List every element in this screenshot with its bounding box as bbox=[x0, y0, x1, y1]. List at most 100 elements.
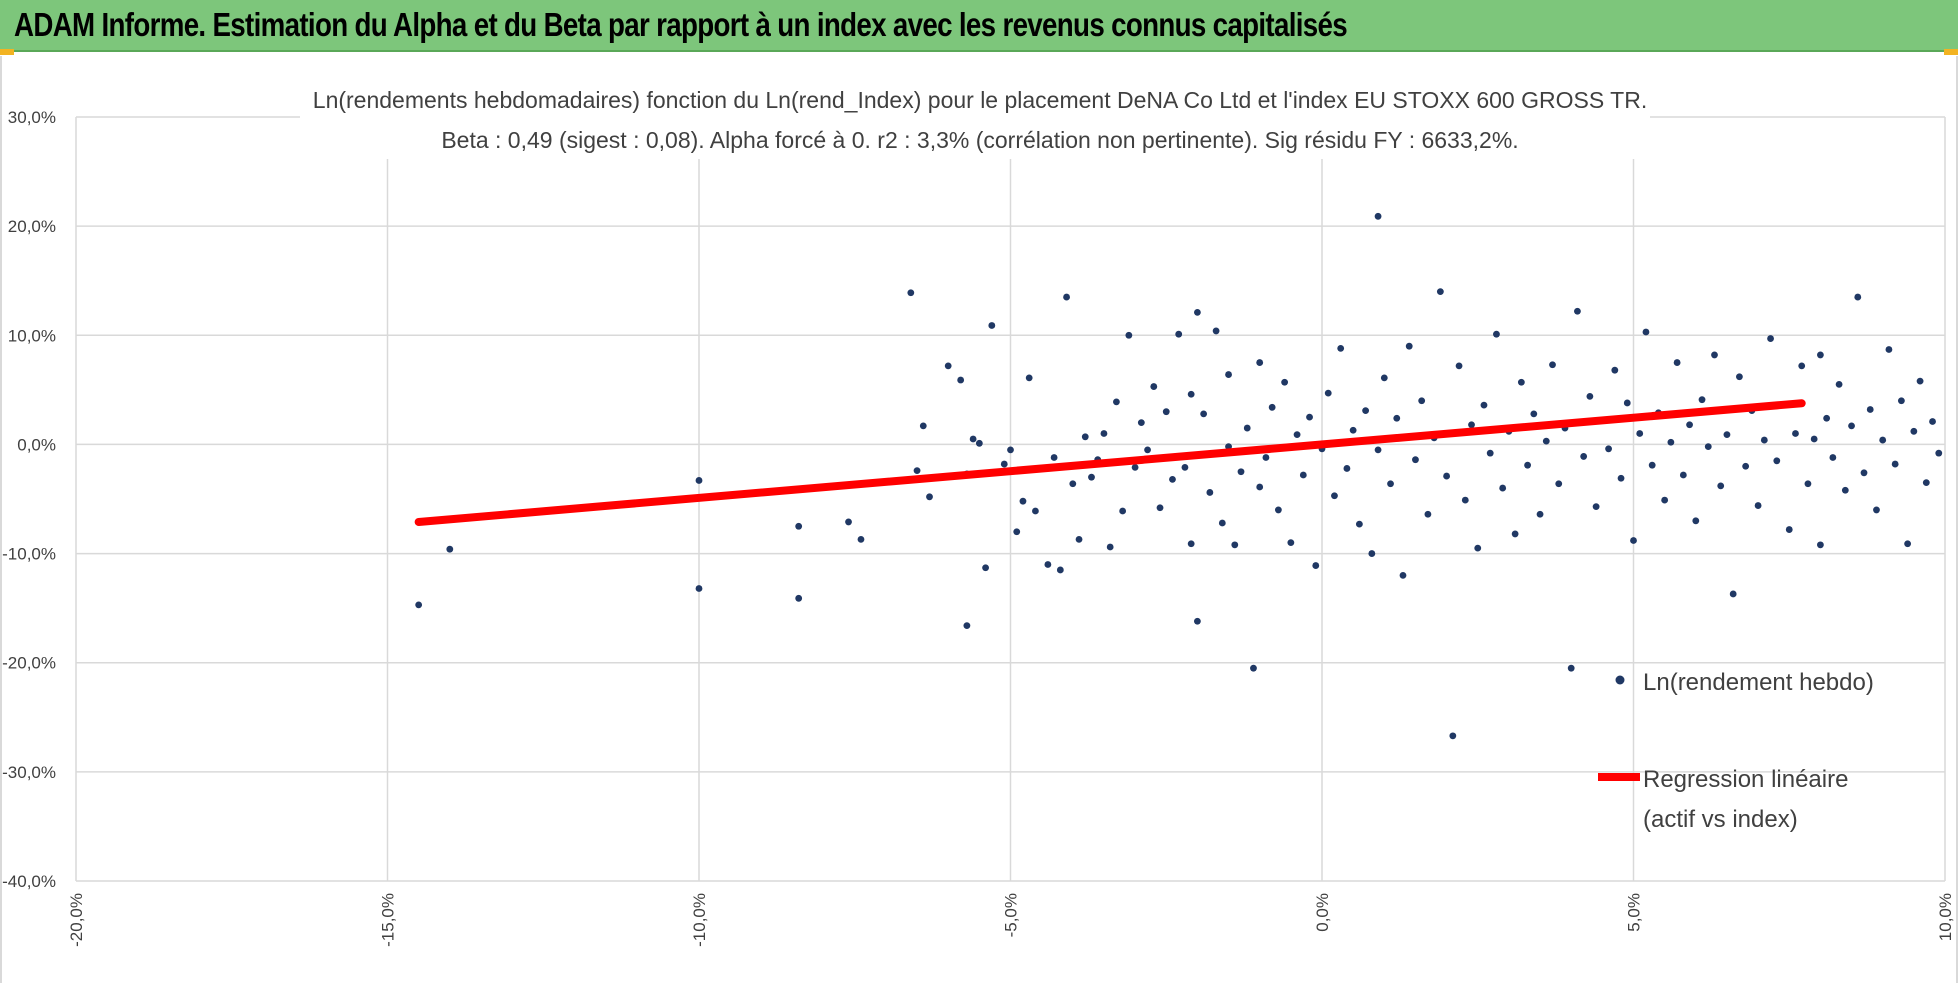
data-point bbox=[1848, 422, 1855, 430]
data-point bbox=[1225, 371, 1232, 378]
data-point bbox=[1804, 480, 1812, 488]
data-point bbox=[1754, 502, 1762, 509]
y-tick-label: 0,0% bbox=[17, 435, 56, 454]
data-point bbox=[1592, 503, 1600, 511]
data-point bbox=[695, 477, 703, 484]
data-point bbox=[1200, 410, 1208, 418]
data-point bbox=[695, 585, 703, 592]
data-point bbox=[926, 493, 933, 501]
data-point bbox=[1536, 510, 1544, 518]
data-point bbox=[845, 518, 852, 526]
data-point bbox=[1605, 445, 1612, 453]
data-point bbox=[1879, 436, 1887, 444]
data-point bbox=[1250, 664, 1257, 672]
data-point bbox=[415, 601, 423, 609]
data-point bbox=[1480, 401, 1488, 409]
data-point bbox=[1206, 489, 1214, 496]
data-point bbox=[1617, 474, 1625, 482]
data-point bbox=[982, 564, 989, 572]
data-point bbox=[1150, 383, 1158, 390]
data-point bbox=[1580, 453, 1588, 460]
data-point bbox=[1374, 212, 1382, 220]
data-point bbox=[1050, 454, 1058, 461]
data-point bbox=[1331, 492, 1338, 500]
data-point bbox=[1443, 472, 1450, 480]
data-point bbox=[1474, 544, 1482, 552]
data-point bbox=[1916, 377, 1924, 385]
data-point bbox=[1387, 480, 1394, 488]
data-point bbox=[1922, 479, 1930, 487]
x-tick-label: -5,0% bbox=[1002, 893, 1021, 937]
data-point bbox=[1935, 449, 1943, 457]
legend-points-label: Ln(rendement hebdo) bbox=[1643, 669, 1874, 696]
data-point bbox=[1418, 397, 1426, 405]
data-point bbox=[907, 289, 915, 297]
data-point bbox=[1673, 359, 1681, 366]
data-point bbox=[1711, 351, 1718, 359]
data-points bbox=[415, 212, 1943, 740]
x-axis-ticks: -20,0% -15,0% -10,0% -5,0% 0,0% 5,0% 10,0% bbox=[67, 893, 1955, 947]
data-point bbox=[1792, 430, 1799, 437]
x-tick-label: -10,0% bbox=[690, 893, 709, 947]
regression-line-group bbox=[414, 399, 1806, 526]
x-tick-label: -20,0% bbox=[67, 893, 86, 947]
data-point bbox=[1873, 506, 1880, 514]
data-point bbox=[795, 594, 803, 602]
data-point bbox=[963, 622, 971, 630]
legend: Ln(rendement hebdo) Regression linéaire … bbox=[1598, 669, 1874, 833]
data-point bbox=[1736, 373, 1743, 381]
data-point bbox=[1486, 449, 1494, 457]
legend-regression-label-line-2: (actif vs index) bbox=[1643, 806, 1798, 833]
data-point bbox=[1704, 443, 1712, 451]
y-tick-label: -30,0% bbox=[2, 763, 56, 782]
data-point bbox=[1306, 413, 1313, 421]
data-point bbox=[1679, 471, 1687, 479]
data-point bbox=[913, 467, 921, 475]
data-point bbox=[1549, 361, 1556, 369]
x-tick-label: 5,0% bbox=[1625, 893, 1644, 932]
data-point bbox=[1648, 461, 1656, 469]
data-point bbox=[1380, 374, 1388, 382]
data-point bbox=[1399, 572, 1407, 579]
data-point bbox=[1075, 535, 1083, 543]
data-point bbox=[1897, 397, 1905, 405]
data-point bbox=[1181, 463, 1189, 471]
data-point bbox=[1723, 431, 1731, 439]
data-point bbox=[1729, 590, 1737, 598]
data-point bbox=[1885, 346, 1893, 353]
y-tick-label: -40,0% bbox=[2, 872, 56, 891]
data-point bbox=[1461, 496, 1469, 504]
data-point bbox=[1007, 446, 1014, 454]
corner-accent-left bbox=[0, 49, 14, 55]
data-point bbox=[1798, 362, 1806, 370]
data-point bbox=[1162, 408, 1170, 416]
chart-area bbox=[0, 56, 1958, 983]
x-tick-label: 0,0% bbox=[1313, 893, 1332, 932]
data-point bbox=[1524, 461, 1531, 469]
data-point bbox=[1231, 541, 1239, 549]
data-point bbox=[975, 439, 983, 447]
data-point bbox=[957, 376, 965, 384]
data-point bbox=[1194, 308, 1201, 316]
data-point bbox=[1374, 446, 1382, 454]
data-point bbox=[1698, 396, 1706, 404]
data-point bbox=[1106, 543, 1114, 551]
data-point bbox=[988, 322, 996, 329]
data-point bbox=[1586, 393, 1594, 400]
data-point bbox=[1661, 496, 1669, 504]
data-point bbox=[1349, 426, 1357, 434]
data-point bbox=[1119, 507, 1127, 515]
data-point bbox=[1237, 468, 1245, 476]
data-point bbox=[1760, 436, 1768, 444]
data-point bbox=[1137, 419, 1145, 426]
data-point bbox=[1904, 540, 1912, 548]
data-point bbox=[1056, 566, 1064, 574]
data-point bbox=[1773, 457, 1781, 465]
data-point bbox=[1817, 541, 1824, 549]
data-point bbox=[1412, 456, 1419, 464]
data-point bbox=[1175, 330, 1183, 338]
grid-lines bbox=[75, 116, 1946, 882]
data-point bbox=[1187, 390, 1195, 398]
data-point bbox=[857, 535, 865, 543]
